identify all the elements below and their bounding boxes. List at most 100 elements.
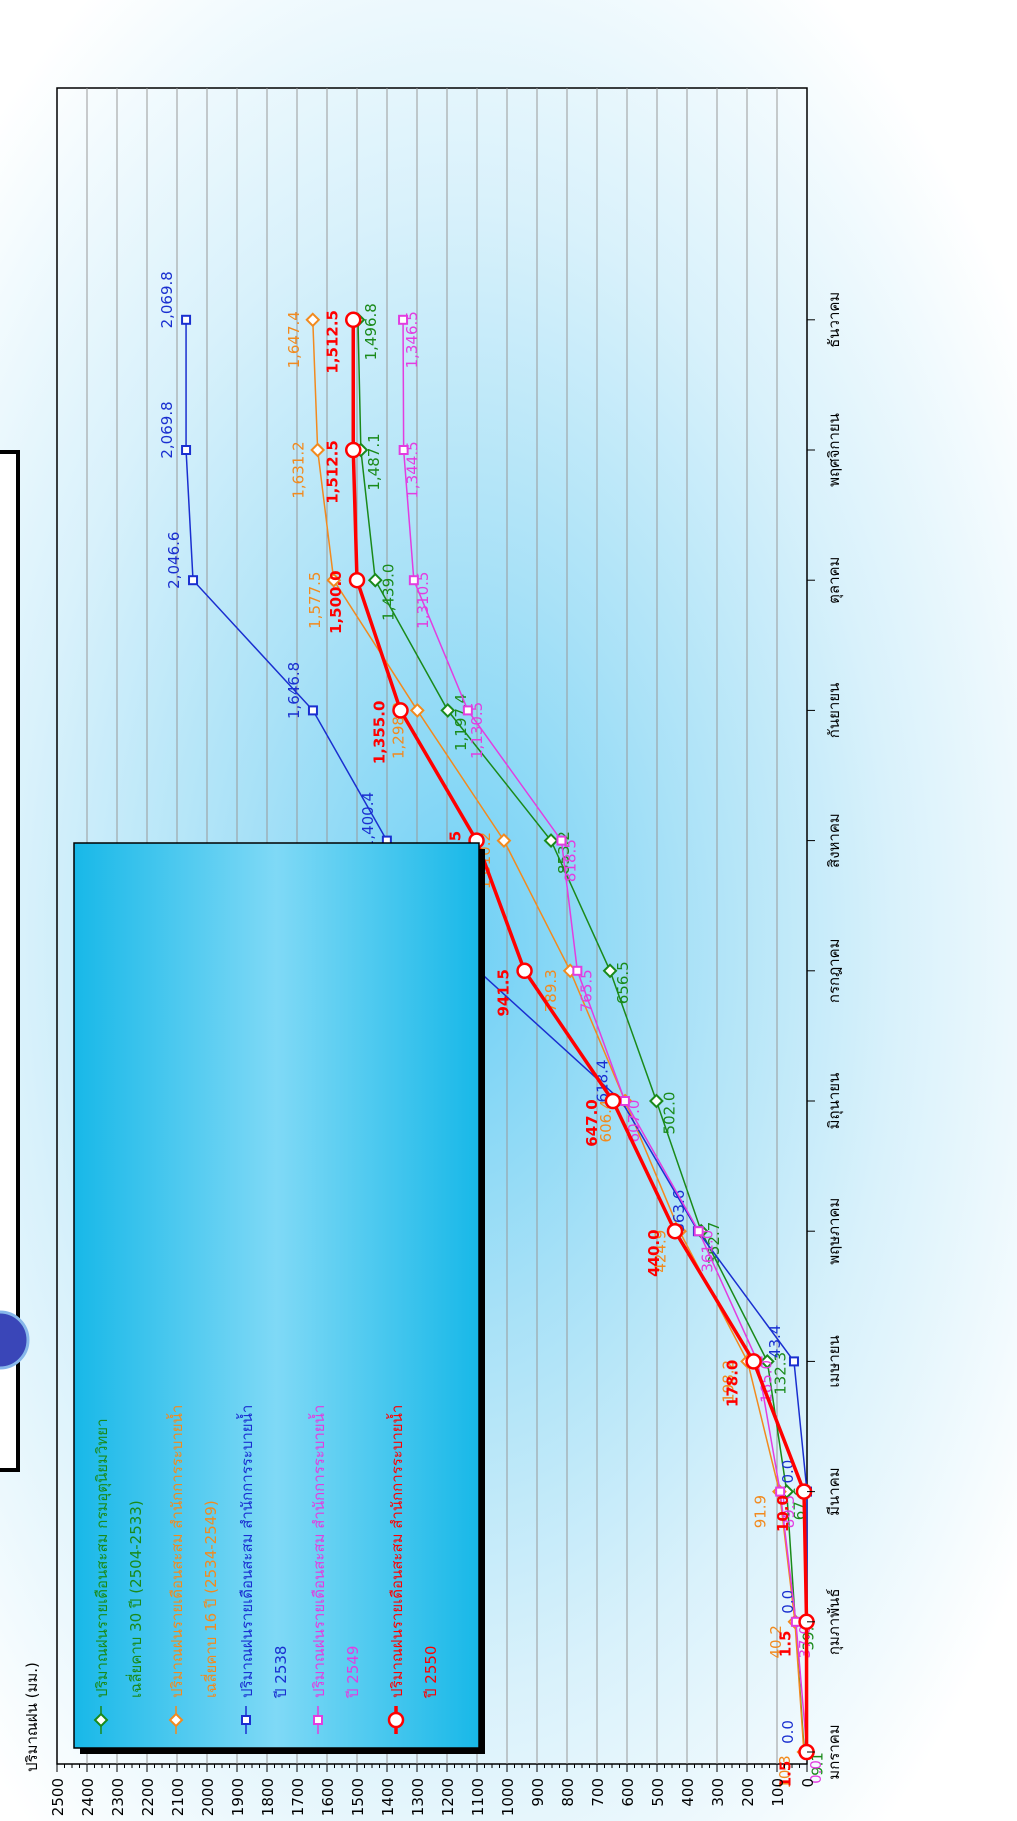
data-label: 1.5: [777, 1761, 795, 1788]
data-point: [313, 1715, 323, 1725]
data-point: [345, 311, 362, 329]
legend-entry: ปริมาณฝนรายเดือนสะสม กรมอุตุนิยมวิทยา: [93, 1419, 112, 1699]
data-label: 789.3: [542, 969, 560, 1012]
category-label: ธันวาคม: [825, 292, 843, 348]
data-label: 91.9: [751, 1495, 769, 1528]
category-label: เมษายน: [825, 1335, 843, 1387]
data-label: 363.6: [670, 1190, 688, 1233]
value-tick-label: 1400: [379, 1778, 397, 1816]
data-label: 1.5: [777, 1631, 795, 1658]
data-point: [307, 705, 318, 716]
value-tick-label: 400: [679, 1778, 697, 1807]
data-point: [745, 1353, 762, 1370]
data-point: [348, 571, 366, 589]
legend-entry-sub: ปี 2550: [422, 1646, 440, 1699]
legend: ปริมาณฝนรายเดือนสะสม กรมอุตุนิยมวิทยา เฉล…: [73, 842, 485, 1754]
value-tick-label: 1900: [229, 1778, 247, 1816]
data-point: [496, 833, 512, 849]
axes: 0 100 200 300 400 500 600 700 800 900 1000 1100 1200…: [23, 292, 844, 1816]
value-tick-label: 900: [529, 1778, 547, 1807]
value-tick-label: 100: [769, 1778, 787, 1807]
data-point: [602, 963, 618, 979]
data-point: [572, 965, 583, 976]
data-label: 1,310.5: [414, 572, 432, 629]
legend-entry: ปริมาณฝนรายเดือนสะสม สำนักการระบายน้ำ: [386, 1405, 406, 1698]
data-point: [648, 1093, 664, 1109]
value-tick-label: 1000: [499, 1778, 517, 1816]
data-point: [666, 1222, 684, 1240]
value-tick-label: 1500: [349, 1778, 367, 1816]
data-point: [305, 312, 321, 328]
data-label: 178.0: [724, 1360, 742, 1407]
value-tick-label: 2300: [109, 1778, 127, 1816]
data-label: 424.9: [652, 1230, 670, 1273]
data-label: 1,130.5: [468, 702, 486, 759]
data-label: 43.4: [766, 1325, 784, 1358]
value-tick-label: 500: [649, 1778, 667, 1807]
category-label: พฤศจิกายน: [825, 413, 843, 487]
legend-box: [73, 842, 480, 1749]
category-label: มิถุนายน: [825, 1073, 844, 1130]
data-label: 1,631.2: [290, 441, 308, 498]
data-point: [409, 702, 425, 718]
data-label: 1,439.0: [379, 564, 397, 621]
data-point: [543, 833, 559, 849]
data-label: 502.0: [660, 1092, 678, 1135]
value-tick-label: 1800: [259, 1778, 277, 1816]
legend-entry-sub: เฉลี่ยคาบ 30 ปี (2504-2533): [125, 1500, 145, 1698]
series-1: 10.340.291.9198.2424.9606.4789.31,010.21…: [285, 311, 812, 1789]
data-label: 0.0: [779, 1720, 797, 1744]
data-point: [788, 1356, 799, 1367]
data-label: 2,046.6: [165, 532, 183, 589]
category-label: กุมภาพันธ์: [825, 1589, 844, 1656]
data-point: [693, 1226, 704, 1237]
category-label: มีนาคม: [825, 1467, 843, 1516]
value-tick-label: 2000: [199, 1778, 217, 1816]
series-line: [351, 319, 809, 1752]
value-tick-label: 2500: [49, 1778, 67, 1816]
category-label: กรกฎาคม: [825, 938, 843, 1003]
data-point: [556, 835, 567, 846]
data-point: [326, 572, 342, 588]
category-label: มกราคม: [825, 1724, 843, 1779]
series-line: [357, 319, 806, 1753]
logo-icon: [0, 1310, 30, 1370]
data-label: 10.3: [776, 1755, 794, 1788]
value-axis-title: ปริมาณฝน (มม.): [23, 1662, 41, 1772]
logo-box: [0, 450, 30, 1472]
data-point: [387, 1711, 405, 1729]
data-label: 0.0: [807, 1760, 825, 1784]
data-point: [775, 1486, 786, 1497]
data-label: 440.0: [645, 1229, 663, 1276]
value-tick-label: 2400: [79, 1778, 97, 1816]
value-tick-label: 1600: [319, 1778, 337, 1816]
data-label: 2,069.8: [158, 401, 176, 458]
legend-entry: ปริมาณฝนรายเดือนสะสม สำนักการระบายน้ำ: [166, 1405, 186, 1698]
data-label: 165.0: [758, 1360, 776, 1403]
data-label: 607.0: [625, 1100, 643, 1143]
data-point: [310, 442, 326, 458]
series-line: [402, 319, 808, 1753]
data-point: [241, 1715, 251, 1725]
value-tick-label: 2200: [139, 1778, 157, 1816]
data-label: 1,346.5: [403, 311, 421, 368]
data-label: 1,344.5: [404, 441, 422, 498]
data-point: [181, 445, 192, 455]
data-label: 1,512.5: [323, 440, 341, 504]
value-tick-label: 600: [619, 1778, 637, 1807]
series-line: [185, 319, 808, 1752]
data-label: 1,355.0: [371, 701, 389, 765]
data-point: [398, 314, 409, 325]
data-label: 10.0: [774, 1495, 792, 1532]
data-point: [168, 1712, 184, 1728]
data-label: 132.3: [771, 1352, 789, 1395]
legend-entry-sub: ปี 2549: [344, 1646, 362, 1699]
value-tick-label: 800: [559, 1778, 577, 1807]
data-label: 1,512.5: [323, 310, 341, 374]
data-label: 1,647.4: [285, 311, 303, 368]
data-point: [188, 575, 199, 586]
data-point: [440, 702, 456, 718]
value-tick-label: 200: [739, 1778, 757, 1807]
data-point: [604, 1092, 622, 1110]
value-tick-label: 1200: [439, 1778, 457, 1816]
